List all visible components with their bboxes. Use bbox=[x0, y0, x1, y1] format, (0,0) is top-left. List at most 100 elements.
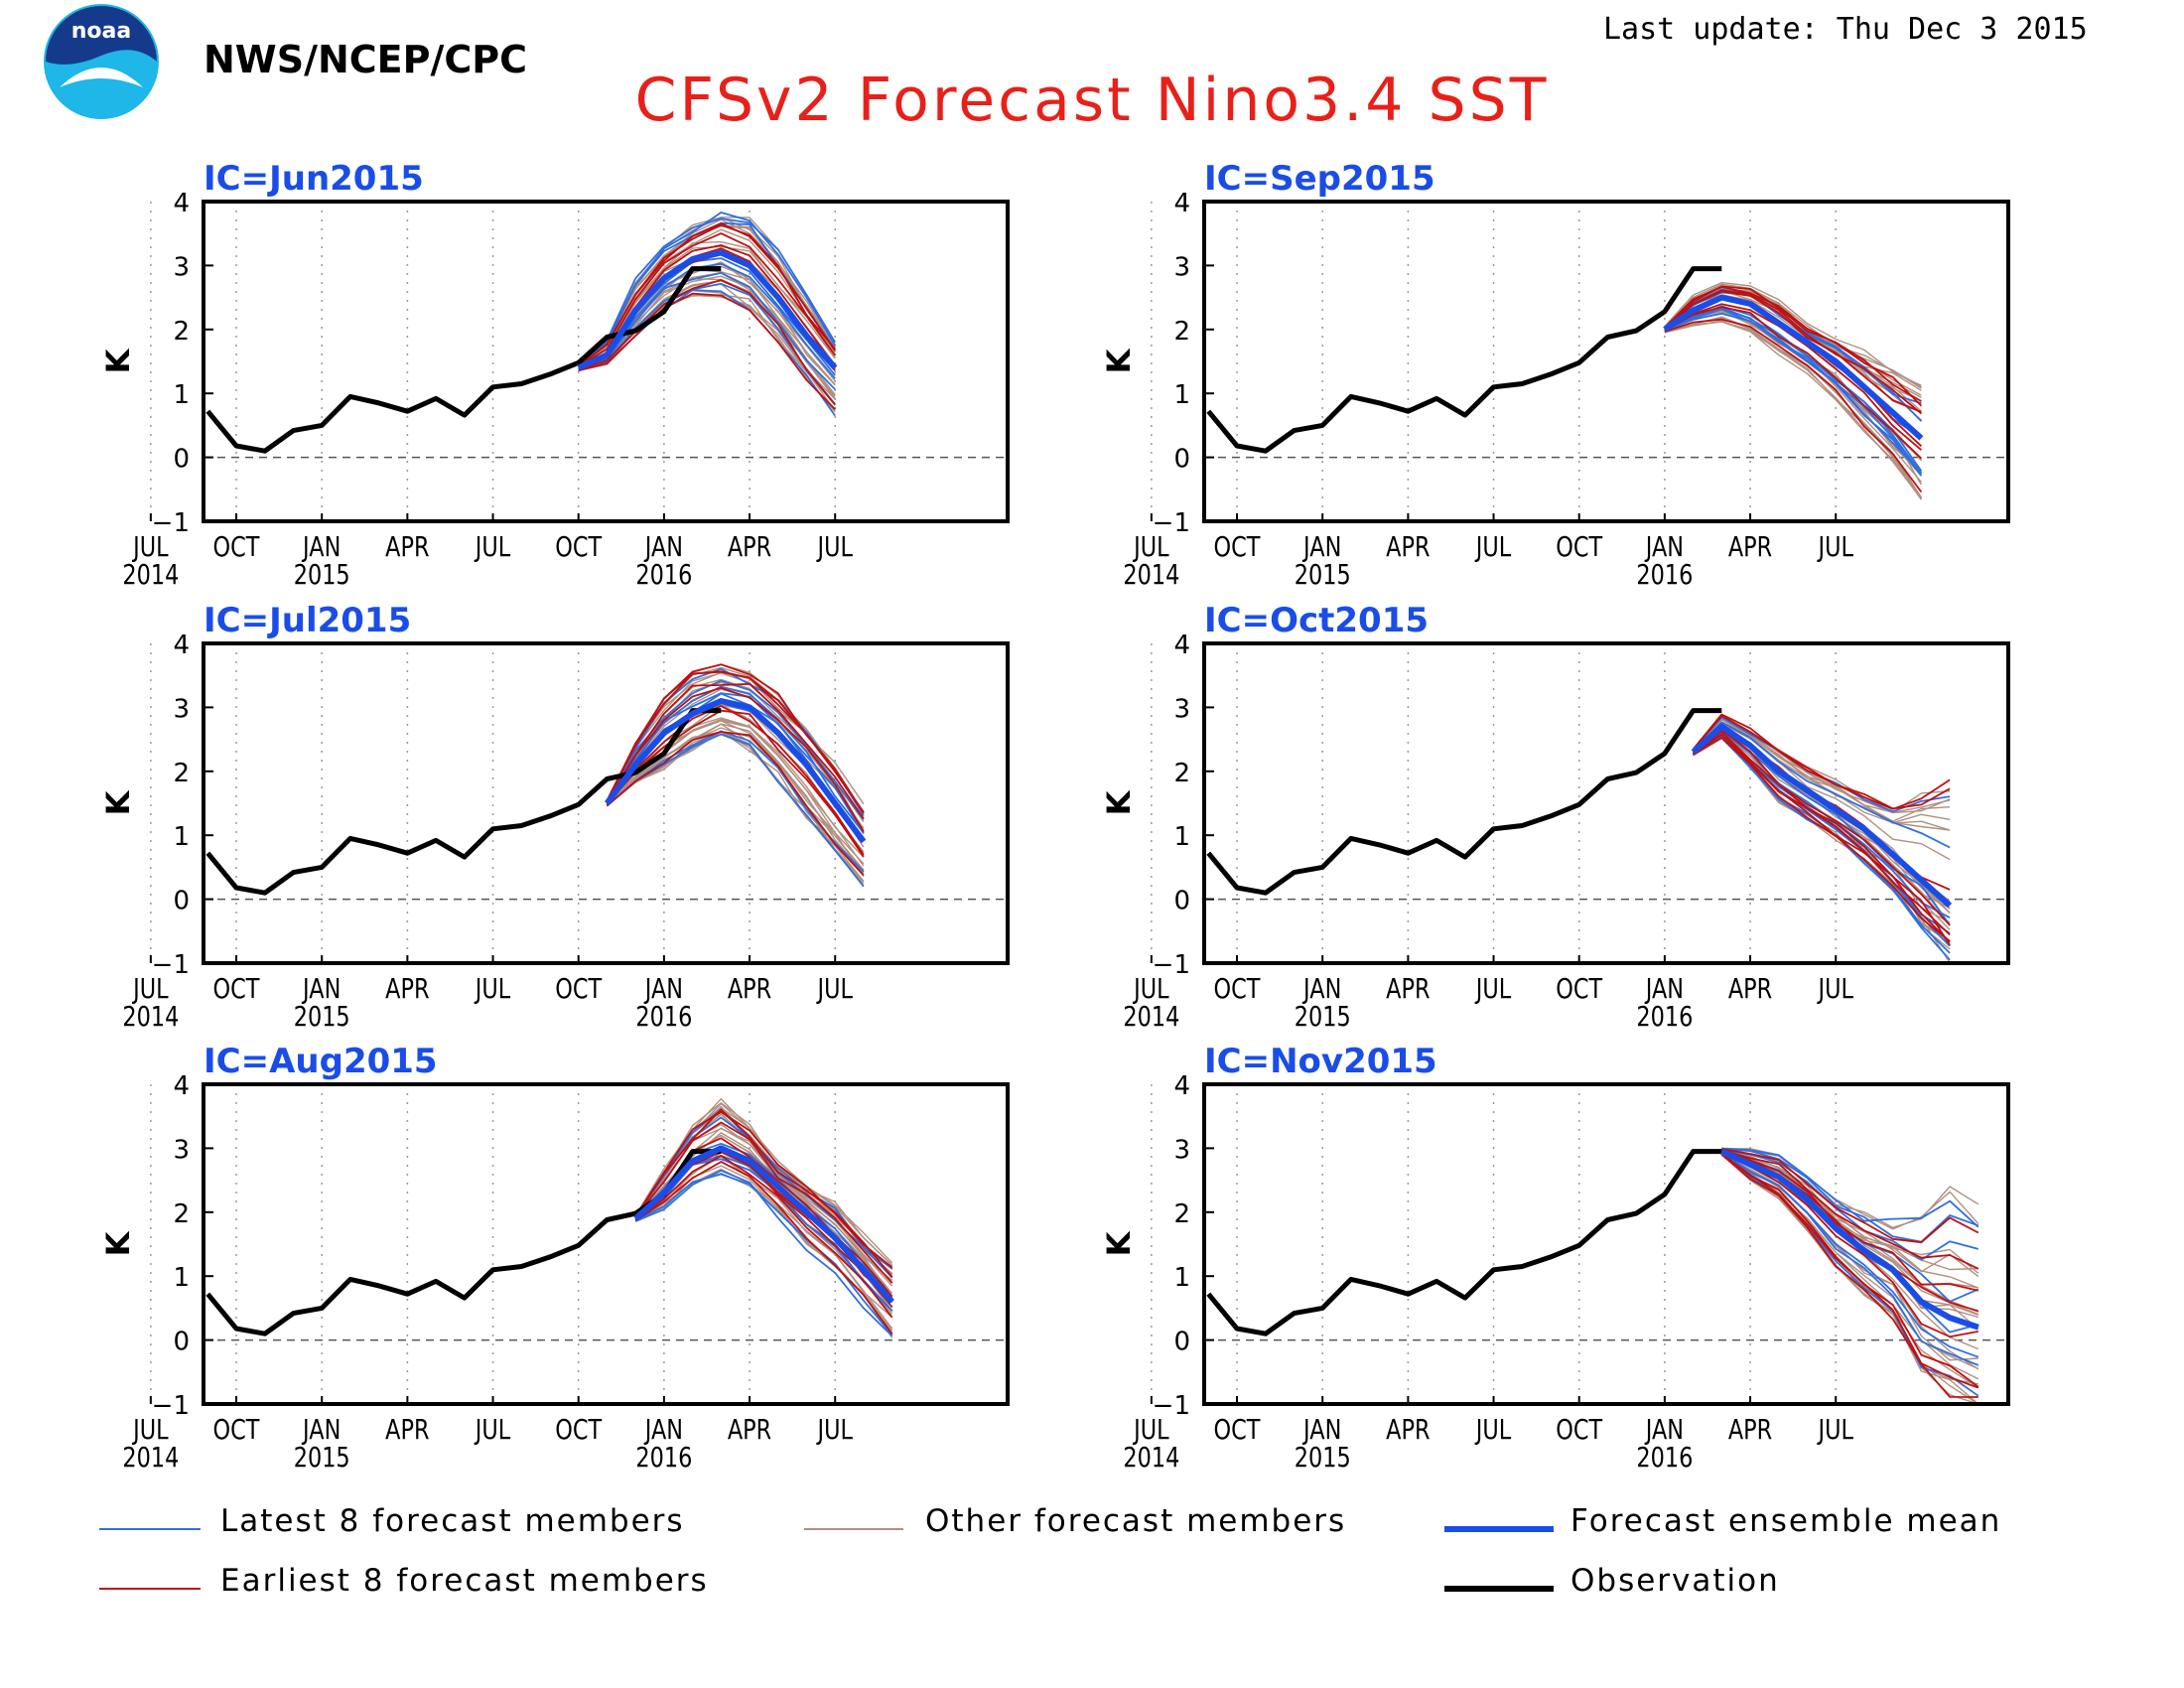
earliest-member-line bbox=[1692, 715, 1951, 810]
latest-member-line bbox=[1720, 1152, 1979, 1366]
earliest-member-line bbox=[634, 1155, 893, 1319]
x-tick-label: JUL bbox=[131, 1412, 168, 1445]
y-tick-label: 2 bbox=[1173, 317, 1190, 347]
x-tick-label: APR bbox=[1386, 529, 1430, 562]
y-tick-label: −1 bbox=[152, 950, 190, 980]
other-member-line bbox=[1693, 719, 1951, 831]
x-tick-year-label: 2014 bbox=[1123, 1440, 1179, 1473]
latest-member-line bbox=[1692, 721, 1951, 849]
x-tick-label: APR bbox=[385, 1412, 429, 1445]
x-tick-year-label: 2014 bbox=[1123, 999, 1179, 1032]
x-tick-label: OCT bbox=[213, 971, 260, 1004]
latest-member-line bbox=[578, 282, 836, 405]
y-tick-label: 4 bbox=[1173, 189, 1190, 218]
x-tick-label: JUL bbox=[131, 971, 168, 1004]
plot-frame bbox=[1202, 641, 2010, 965]
observation-line bbox=[205, 1149, 722, 1336]
latest-member-line bbox=[634, 1173, 893, 1336]
earliest-member-line bbox=[606, 687, 865, 833]
x-tick-label: JUL bbox=[1474, 529, 1511, 562]
other-member-line bbox=[578, 228, 836, 366]
x-tick-label: JUL bbox=[1132, 529, 1168, 562]
y-tick-label: −1 bbox=[1153, 1391, 1190, 1421]
x-tick-label: APR bbox=[728, 971, 771, 1004]
panel-title: IC=Oct2015 bbox=[1204, 601, 1429, 640]
x-tick-year-label: 2016 bbox=[635, 1440, 692, 1473]
y-tick-label: 1 bbox=[1173, 822, 1190, 852]
earliest-member-line bbox=[1693, 737, 1951, 942]
latest-member-line bbox=[1721, 1148, 1979, 1261]
x-tick-year-label: 2014 bbox=[122, 557, 179, 590]
plot-frame bbox=[202, 200, 1010, 523]
x-tick-label: JAN bbox=[301, 1412, 341, 1445]
latest-member-line bbox=[1693, 736, 1951, 961]
earliest-member-line bbox=[606, 705, 865, 856]
noaa-logo-icon: noaa bbox=[44, 4, 159, 119]
x-tick-label: OCT bbox=[555, 971, 602, 1004]
x-tick-label: APR bbox=[1386, 1412, 1430, 1445]
y-tick-label: 4 bbox=[1173, 631, 1190, 660]
other-member-line bbox=[606, 717, 865, 858]
x-tick-year-label: 2014 bbox=[1123, 557, 1179, 590]
y-tick-label: 4 bbox=[173, 189, 190, 218]
x-tick-year-label: 2015 bbox=[1295, 557, 1351, 590]
last-update: Last update: Thu Dec 3 2015 bbox=[1603, 12, 2088, 47]
x-tick-label: JUL bbox=[816, 971, 853, 1004]
x-tick-label: OCT bbox=[1214, 1412, 1261, 1445]
earliest-member-line bbox=[634, 1121, 893, 1284]
y-axis-label: K bbox=[1100, 789, 1138, 815]
panel-title: IC=Sep2015 bbox=[1204, 159, 1435, 199]
x-tick-label: OCT bbox=[213, 529, 260, 562]
legend-label-other: Other forecast members bbox=[925, 1503, 1346, 1539]
panel-title: IC=Nov2015 bbox=[1204, 1042, 1437, 1081]
x-tick-year-label: 2016 bbox=[1636, 1440, 1693, 1473]
earliest-member-line bbox=[1720, 1151, 1979, 1338]
y-tick-label: 3 bbox=[173, 1135, 190, 1165]
x-tick-label: JAN bbox=[301, 971, 341, 1004]
earliest-member-line bbox=[578, 279, 836, 406]
x-tick-label: JUL bbox=[1474, 971, 1511, 1004]
y-axis-label: K bbox=[99, 348, 137, 373]
other-member-line bbox=[1693, 723, 1951, 861]
ensemble-mean-line bbox=[1691, 723, 1953, 909]
legend-label-latest: Latest 8 forecast members bbox=[220, 1503, 685, 1539]
earliest-member-line bbox=[1664, 289, 1922, 415]
y-tick-label: −1 bbox=[152, 1391, 190, 1421]
earliest-member-line bbox=[634, 1108, 893, 1278]
x-tick-label: JUL bbox=[816, 1412, 853, 1445]
x-tick-year-label: 2015 bbox=[1295, 999, 1351, 1032]
x-tick-label: APR bbox=[1728, 529, 1772, 562]
observation-line bbox=[1206, 708, 1722, 896]
legend-label-mean: Forecast ensemble mean bbox=[1570, 1503, 2001, 1539]
latest-member-line bbox=[1693, 737, 1951, 954]
earliest-member-line bbox=[1720, 1154, 1979, 1398]
earliest-member-line bbox=[1720, 1153, 1979, 1389]
x-tick-label: JUL bbox=[1817, 1412, 1853, 1445]
x-tick-label: JUL bbox=[1817, 971, 1853, 1004]
earliest-member-line bbox=[606, 731, 865, 876]
logo-text: noaa bbox=[71, 19, 131, 44]
latest-member-line bbox=[606, 685, 865, 834]
x-tick-label: JUL bbox=[1132, 1412, 1168, 1445]
earliest-member-line bbox=[1693, 731, 1951, 946]
earliest-member-line bbox=[1721, 1148, 1979, 1244]
ensemble-mean-line bbox=[577, 249, 838, 371]
y-axis-label: K bbox=[99, 1230, 137, 1256]
y-tick-label: 2 bbox=[173, 1199, 190, 1229]
y-tick-label: 0 bbox=[173, 887, 190, 916]
earliest-member-line bbox=[578, 292, 836, 411]
y-tick-label: 3 bbox=[1173, 694, 1190, 724]
earliest-member-line bbox=[1664, 306, 1923, 460]
latest-member-line bbox=[634, 1169, 893, 1337]
x-tick-label: JAN bbox=[1301, 971, 1341, 1004]
legend-label-earliest: Earliest 8 forecast members bbox=[220, 1563, 709, 1599]
x-tick-label: OCT bbox=[555, 1412, 602, 1445]
earliest-member-line bbox=[1721, 1149, 1979, 1270]
y-tick-label: −1 bbox=[1153, 508, 1190, 538]
latest-member-line bbox=[1721, 1147, 1979, 1228]
